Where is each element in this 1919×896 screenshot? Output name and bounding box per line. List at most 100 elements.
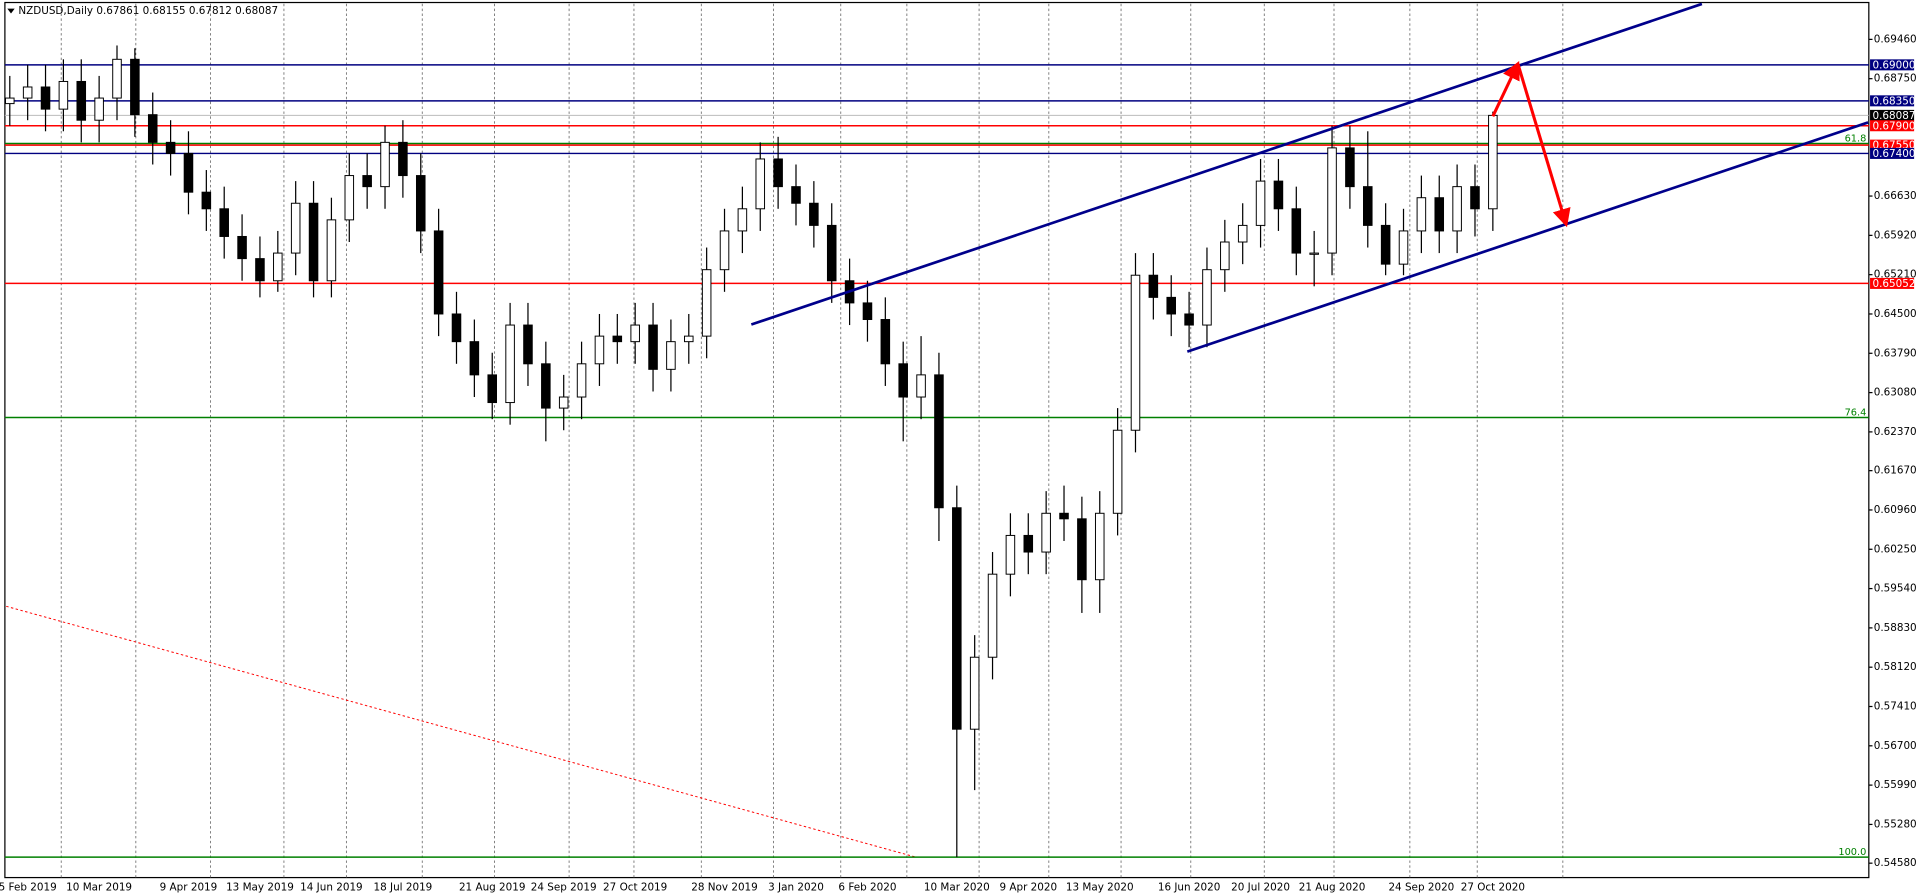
candle-body <box>344 175 355 221</box>
candle-body <box>147 114 158 143</box>
candle-body <box>1094 512 1105 581</box>
candle-body <box>701 269 712 337</box>
candle-body <box>94 97 104 121</box>
fib-label: 76.4 <box>1845 408 1867 419</box>
y-tick-label: 0.65920 <box>1874 229 1917 241</box>
candle-body <box>362 175 372 188</box>
price-box <box>1870 147 1915 159</box>
candle-body <box>22 86 33 99</box>
candle-body <box>1130 274 1141 431</box>
candle-body <box>130 58 140 116</box>
candle-body <box>684 335 694 343</box>
x-tick-label: 27 Oct 2019 <box>603 881 667 893</box>
candle-body <box>433 230 444 315</box>
candle-body <box>1488 114 1498 210</box>
candle-body <box>112 58 122 99</box>
candle-body <box>1023 534 1034 553</box>
x-tick-label: 21 Aug 2020 <box>1299 881 1366 893</box>
candle-body <box>219 208 229 237</box>
arrow <box>1516 63 1571 228</box>
trendline <box>750 2 1703 326</box>
x-tick-label: 3 Jan 2020 <box>768 881 824 893</box>
candle-body <box>415 175 426 232</box>
x-tick-label: 9 Apr 2019 <box>160 881 218 893</box>
candle-body <box>273 252 283 282</box>
candle-body <box>791 186 801 204</box>
price-box <box>1870 139 1915 151</box>
price-box-label: 0.67900 <box>1872 120 1915 132</box>
dotted-line <box>6 605 916 858</box>
x-tick-label: 28 Nov 2019 <box>691 881 758 893</box>
y-tick-label: 0.55990 <box>1874 779 1917 791</box>
y-tick-label: 0.63080 <box>1874 387 1917 399</box>
candle-body <box>541 363 551 409</box>
y-tick-label: 0.59540 <box>1874 583 1917 595</box>
candle-body <box>40 86 51 110</box>
x-tick-label: 21 Aug 2019 <box>459 881 526 893</box>
y-tick-label: 0.60960 <box>1874 504 1917 516</box>
y-tick-label: 0.64500 <box>1874 308 1917 320</box>
x-tick-label: 24 Sep 2020 <box>1388 881 1454 893</box>
candle-body <box>1148 274 1159 298</box>
candle-body <box>1184 313 1194 326</box>
y-tick-label: 0.57410 <box>1874 701 1917 713</box>
candle-body <box>576 363 587 398</box>
y-tick-label: 0.56700 <box>1874 740 1917 752</box>
candle-body <box>1452 186 1462 232</box>
y-tick-label: 0.68750 <box>1874 73 1917 85</box>
candle-body <box>1112 429 1123 514</box>
y-tick-label: 0.58120 <box>1874 661 1917 673</box>
candle-body <box>898 363 908 398</box>
y-tick-label: 0.54580 <box>1874 857 1917 869</box>
candle-body <box>1255 180 1266 226</box>
x-tick-label: 24 Sep 2019 <box>531 881 597 893</box>
candle-body <box>737 208 748 232</box>
candle-body <box>630 324 640 343</box>
candle-body <box>1005 534 1016 575</box>
candle-body <box>1416 197 1427 232</box>
candle-body <box>505 324 515 404</box>
candle-body <box>1291 208 1302 254</box>
candle-body <box>451 313 462 343</box>
fib-label: 61.8 <box>1845 134 1867 145</box>
candle-body <box>1059 512 1069 520</box>
x-tick-label: 13 May 2019 <box>226 881 294 893</box>
fib-label: 100.0 <box>1838 847 1866 858</box>
arrow <box>1491 60 1520 117</box>
candle-body <box>809 202 819 226</box>
candle-body <box>916 374 926 398</box>
candle-body <box>969 656 980 730</box>
candle-body <box>76 80 87 121</box>
candle-body <box>719 230 730 271</box>
candle-body <box>987 573 998 658</box>
candle-body <box>1077 518 1087 581</box>
candle-body <box>398 141 408 177</box>
candle-body <box>612 335 623 343</box>
price-box <box>1870 120 1915 132</box>
chart-title: NZDUSD,Daily 0.67861 0.68155 0.67812 0.6… <box>18 5 278 17</box>
candle-body <box>1380 224 1391 265</box>
candle-body <box>1237 224 1248 243</box>
x-tick-label: 6 Feb 2020 <box>838 881 896 893</box>
candle-body <box>469 341 480 376</box>
candle-body <box>308 202 319 282</box>
x-tick-label: 27 Oct 2020 <box>1461 881 1525 893</box>
x-tick-label: 14 Jun 2019 <box>300 881 363 893</box>
y-tick-label: 0.66630 <box>1874 190 1917 202</box>
candle-body <box>237 235 247 260</box>
y-tick-label: 0.62370 <box>1874 426 1917 438</box>
candle-body <box>1273 180 1284 210</box>
candle-body <box>880 319 891 365</box>
price-box-label: 0.65052 <box>1872 278 1915 290</box>
candle-body <box>523 324 533 365</box>
candle-body <box>58 80 69 110</box>
trendline <box>1186 121 1869 353</box>
price-box <box>1870 59 1915 71</box>
price-box <box>1870 277 1915 289</box>
menu-icon[interactable] <box>7 8 15 14</box>
candle-body <box>487 374 498 404</box>
x-tick-label: 18 Jul 2019 <box>373 881 432 893</box>
candle-body <box>558 396 569 409</box>
candle-body <box>1309 252 1319 255</box>
